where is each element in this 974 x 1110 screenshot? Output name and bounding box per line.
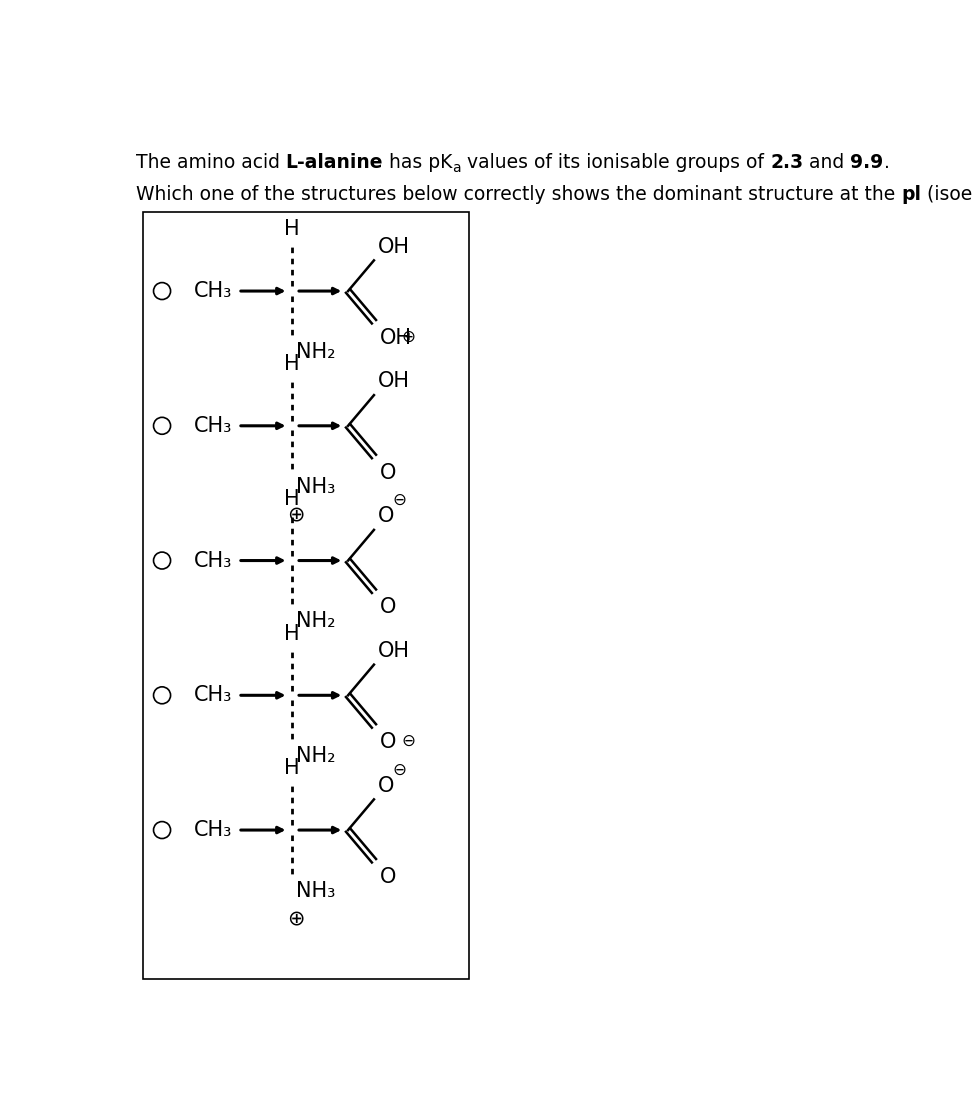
Text: OH: OH (378, 371, 410, 392)
Text: OH: OH (378, 236, 410, 256)
Text: The amino acid: The amino acid (135, 153, 285, 172)
Text: O: O (378, 776, 394, 796)
Text: OH: OH (378, 640, 410, 660)
Text: .: . (883, 153, 889, 172)
Text: O: O (380, 867, 396, 887)
Text: H: H (284, 490, 300, 509)
Text: H: H (284, 758, 300, 778)
Text: 2.3: 2.3 (770, 153, 804, 172)
Text: OH: OH (380, 327, 412, 347)
Text: H: H (284, 624, 300, 644)
Text: ⊕: ⊕ (402, 327, 416, 346)
Text: ⊖: ⊖ (393, 491, 406, 509)
Text: O: O (378, 506, 394, 526)
Text: L-alanine: L-alanine (285, 153, 383, 172)
Text: Which one of the structures below correctly shows the dominant structure at the: Which one of the structures below correc… (135, 185, 901, 204)
Text: O: O (380, 597, 396, 617)
Text: a: a (453, 161, 462, 175)
Text: values of its ionisable groups of: values of its ionisable groups of (462, 153, 770, 172)
Text: and: and (804, 153, 850, 172)
Text: CH₃: CH₃ (194, 281, 233, 301)
Text: ⊖: ⊖ (393, 760, 406, 778)
Text: ⊕: ⊕ (287, 504, 305, 524)
Text: O: O (380, 463, 396, 483)
Text: NH₃: NH₃ (296, 476, 335, 496)
Text: NH₂: NH₂ (296, 746, 336, 766)
Text: ⊖: ⊖ (402, 733, 416, 750)
Bar (143, 212, 468, 979)
Text: O: O (380, 733, 396, 753)
Text: H: H (284, 220, 300, 240)
Text: NH₂: NH₂ (296, 612, 336, 632)
Text: ⊕: ⊕ (287, 909, 305, 929)
Text: CH₃: CH₃ (194, 820, 233, 840)
Text: CH₃: CH₃ (194, 685, 233, 705)
Text: pl: pl (901, 185, 921, 204)
Text: CH₃: CH₃ (194, 416, 233, 436)
Text: 9.9: 9.9 (850, 153, 883, 172)
Text: NH₂: NH₂ (296, 342, 336, 362)
Text: H: H (284, 354, 300, 374)
Text: CH₃: CH₃ (194, 551, 233, 571)
Text: NH₃: NH₃ (296, 881, 335, 901)
Text: (isoelectric point)?: (isoelectric point)? (921, 185, 974, 204)
Text: has pK: has pK (383, 153, 453, 172)
